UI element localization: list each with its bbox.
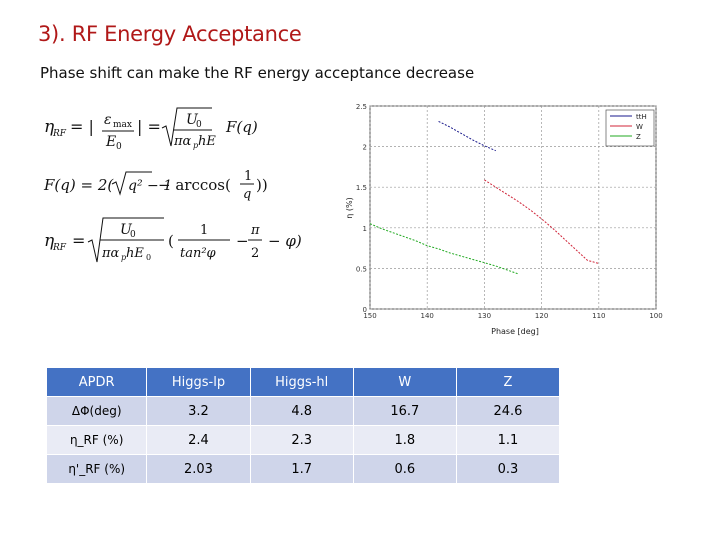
eq3-one: 1 <box>200 223 208 238</box>
y-tick-label: 1.5 <box>356 184 367 192</box>
eq2-close: )) <box>256 176 268 194</box>
eq1-e0: E <box>105 134 116 150</box>
legend-label: W <box>636 123 643 131</box>
series-line-w <box>484 179 599 264</box>
table-cell: 1.7 <box>249 454 354 484</box>
y-tick-label: 0.5 <box>356 265 367 273</box>
table-cell: 1.1 <box>455 425 561 455</box>
table-cell: 1.8 <box>352 425 457 455</box>
eq1-den-sub: p <box>193 141 198 150</box>
legend-box <box>605 109 655 147</box>
eq3-two: 2 <box>251 246 259 261</box>
eq2-one: 1 <box>244 169 252 184</box>
eq1-equals: = | <box>70 117 94 136</box>
table-row-label: η_RF (%) <box>45 425 148 455</box>
eq3-u0: U <box>120 222 133 238</box>
x-tick-label: 120 <box>535 312 548 320</box>
table-header-apdr: APDR <box>45 367 148 397</box>
x-tick-label: 150 <box>363 312 376 320</box>
x-tick-label: 130 <box>478 312 491 320</box>
eq1-eps: ε <box>104 112 112 128</box>
eq3-eta: η <box>44 231 55 251</box>
eq3-open: ( <box>168 232 174 250</box>
eq1-max: max <box>113 120 132 130</box>
eq2-q2: q² − 1 <box>128 178 172 194</box>
eq3-den: πα <box>101 246 120 261</box>
table-cell: 2.03 <box>146 454 251 484</box>
chart-grid <box>369 105 657 310</box>
table-row: ΔΦ(deg) 3.2 4.8 16.7 24.6 <box>45 396 561 426</box>
table-body: ΔΦ(deg) 3.2 4.8 16.7 24.6 η_RF (%) 2.4 2.3 1.8 1.… <box>45 396 561 484</box>
eq3-sqrt <box>87 217 164 263</box>
legend-label: Z <box>636 133 641 141</box>
slide-subtitle: Phase shift can make the RF energy accep… <box>40 64 475 82</box>
table-header-row: APDR Higgs-lp Higgs-hl W Z <box>45 367 561 397</box>
eq1-eta: η <box>44 117 55 137</box>
table-cell: 3.2 <box>146 396 251 426</box>
table-header-z: Z <box>455 367 561 397</box>
eq1-den: πα <box>173 134 192 149</box>
chart-ylabel: η (%) <box>345 197 354 218</box>
y-tick-label: 0 <box>363 306 367 314</box>
chart-series <box>369 120 599 275</box>
slide-title: 3). RF Energy Acceptance <box>38 22 302 46</box>
eq3-den2: hE <box>126 246 144 261</box>
phase-vs-eta-chart: 150 140 130 120 110 100 0 0.5 1 1.5 2 2.5 ttH WZ Pha… <box>345 103 663 336</box>
eq2-arccos: − arccos( <box>158 176 231 194</box>
table-row-label: η'_RF (%) <box>45 454 148 484</box>
higgs-data-table: APDR Higgs-lp Higgs-hl W Z ΔΦ(deg) 3.2 4.8 16.7… <box>45 367 561 484</box>
table-cell: 0.3 <box>455 454 561 484</box>
x-tick-label: 140 <box>421 312 434 320</box>
chart-legend: ttH WZ <box>605 109 655 147</box>
eq3-pi: π <box>250 223 260 238</box>
eq1-den2: hE <box>198 134 216 149</box>
table-cell: 24.6 <box>455 396 561 426</box>
table-header-higgs-hl: Higgs-hl <box>249 367 354 397</box>
eq3-den-sub: p <box>121 253 126 262</box>
eq1-sub: RF <box>52 129 67 139</box>
table-row: η_RF (%) 2.4 2.3 1.8 1.1 <box>45 425 561 455</box>
series-line-tth <box>438 120 496 152</box>
eq2-sqrt <box>111 171 152 196</box>
table-cell: 2.3 <box>249 425 354 455</box>
eq3-den2-sub: 0 <box>146 253 151 262</box>
y-tick-label: 2.5 <box>356 103 367 111</box>
table-cell: 16.7 <box>352 396 457 426</box>
eq1-u0: U <box>186 112 199 128</box>
eq3-sub: RF <box>52 243 67 253</box>
table-header-higgs-lp: Higgs-lp <box>146 367 251 397</box>
table-cell: 4.8 <box>249 396 354 426</box>
chart-xlabel: Phase [deg] <box>491 327 539 336</box>
chart-ticks: 150 140 130 120 110 100 0 0.5 1 1.5 2 2.5 <box>356 103 663 320</box>
legend-label: ttH <box>636 113 647 121</box>
eq1-eq2: | = <box>137 117 161 136</box>
table-row: η'_RF (%) 2.03 1.7 0.6 0.3 <box>45 454 561 484</box>
x-tick-label: 100 <box>649 312 662 320</box>
eq1-f: F(q) <box>225 118 258 136</box>
eq1-e0-sub: 0 <box>116 142 122 152</box>
eq2-q: q <box>243 187 251 202</box>
eq3-equals: = <box>72 231 85 250</box>
eq1-sqrt <box>161 107 212 147</box>
eq2-lhs: F(q) = 2( <box>43 176 114 194</box>
eq3-u0-sub: 0 <box>130 230 136 240</box>
y-tick-label: 1 <box>363 225 367 233</box>
table-row-label: ΔΦ(deg) <box>45 396 148 426</box>
y-tick-label: 2 <box>363 144 367 152</box>
eq3-tan: tan²φ <box>180 246 217 261</box>
x-tick-label: 110 <box>592 312 605 320</box>
eq3-minus: − <box>236 232 249 250</box>
eq1-u0-sub: 0 <box>196 120 202 130</box>
formula-block: η RF = | ε max E 0 | = U 0 πα p hE F(q) … <box>43 107 302 263</box>
table-header-w: W <box>352 367 457 397</box>
eq3-phi: − φ) <box>268 232 302 250</box>
series-line-z <box>369 223 519 275</box>
table-cell: 2.4 <box>146 425 251 455</box>
table-cell: 0.6 <box>352 454 457 484</box>
